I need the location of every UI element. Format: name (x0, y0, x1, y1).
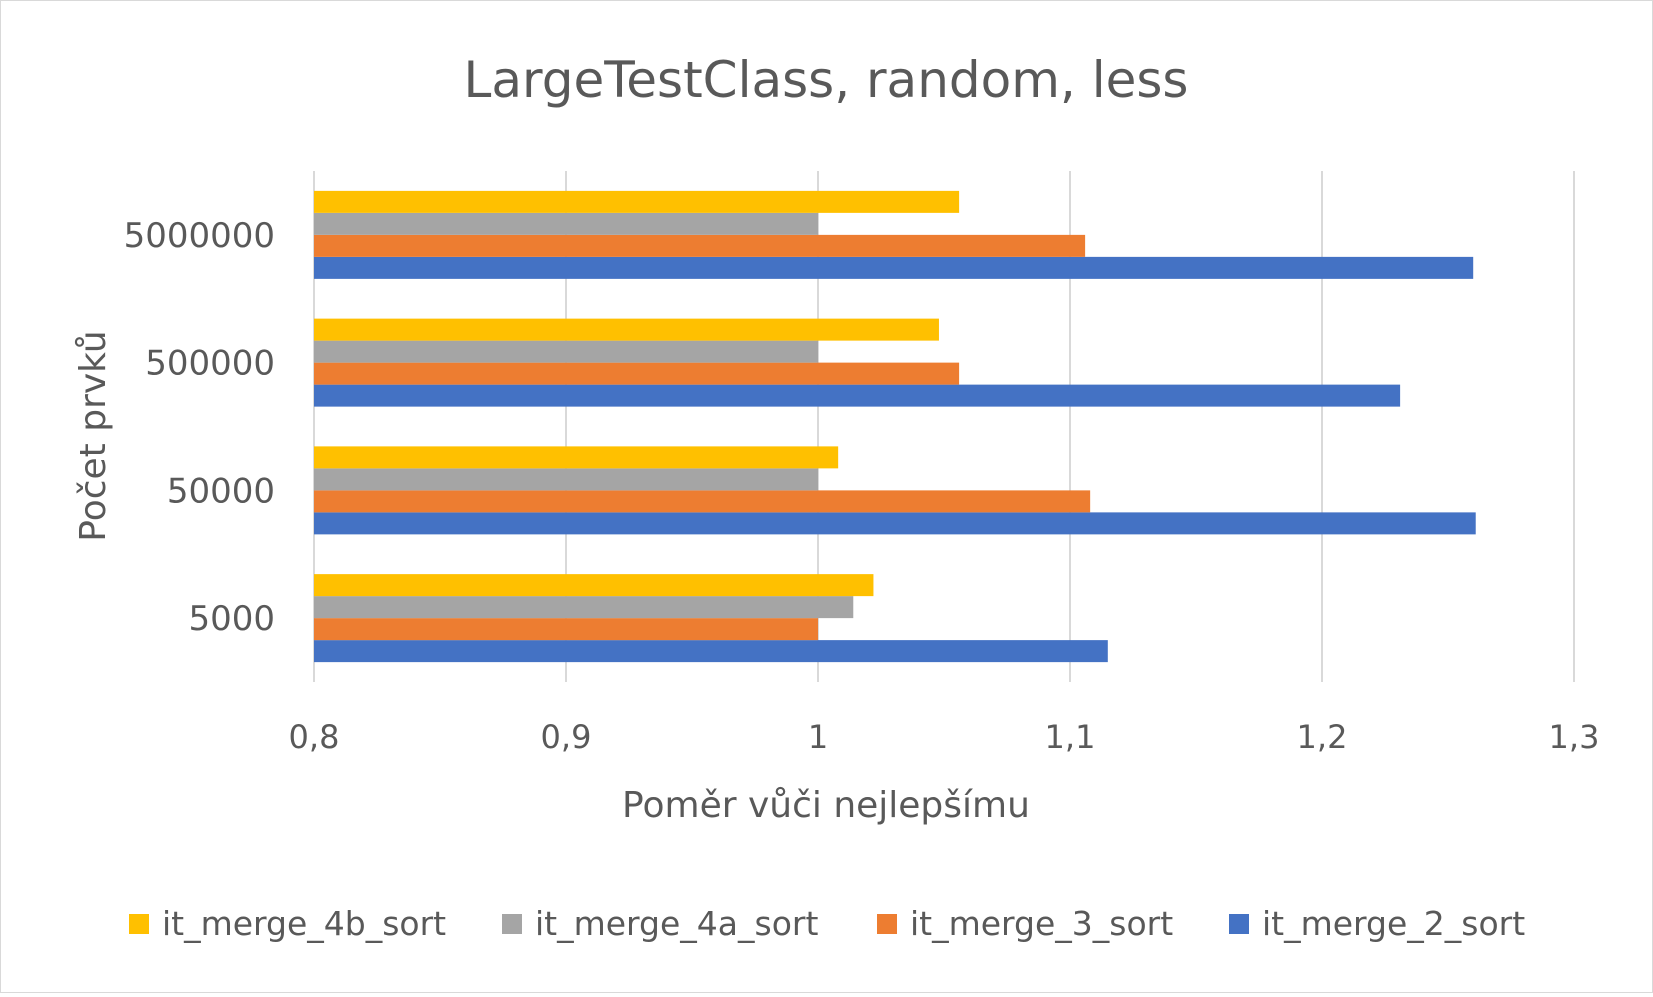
y-axis-label: Počet prvků (73, 330, 114, 541)
x-tick-label: 1 (808, 718, 828, 756)
bar (314, 468, 818, 491)
x-tick-label: 1,1 (1045, 718, 1096, 756)
legend-label: it_merge_2_sort (1262, 904, 1525, 943)
bar (314, 256, 1474, 279)
bar (314, 490, 1091, 513)
x-tick-label: 1,3 (1549, 718, 1600, 756)
bar (314, 212, 818, 235)
bar (314, 318, 939, 341)
bar (314, 596, 854, 619)
x-axis-ticks: 0,8 0,9 1 1,1 1,2 1,3 (289, 718, 1600, 756)
y-tick-label: 5000 (188, 599, 275, 639)
legend: it_merge_4b_sort it_merge_4a_sort it_merge… (129, 904, 1525, 943)
chart-title: LargeTestClass, random, less (464, 51, 1189, 109)
bar (314, 574, 874, 597)
y-tick-label: 50000 (167, 471, 275, 511)
bar (314, 190, 960, 213)
bar (314, 618, 818, 641)
legend-label: it_merge_4b_sort (162, 904, 446, 943)
bar (314, 640, 1108, 663)
bar (314, 384, 1401, 407)
bar (314, 340, 818, 363)
y-tick-label: 500000 (145, 344, 275, 384)
legend-swatch (877, 914, 897, 934)
y-axis-ticks: 5000 50000 500000 5000000 (124, 216, 275, 639)
x-tick-label: 1,2 (1297, 718, 1348, 756)
legend-swatch (1229, 914, 1249, 934)
x-tick-label: 0,9 (541, 718, 592, 756)
legend-label: it_merge_4a_sort (535, 904, 818, 943)
x-tick-label: 0,8 (289, 718, 340, 756)
bars (314, 190, 1476, 663)
bar (314, 234, 1086, 257)
y-tick-label: 5000000 (124, 216, 275, 256)
bar (314, 512, 1476, 535)
legend-swatch (502, 914, 522, 934)
bar (314, 446, 839, 469)
x-axis-label: Poměr vůči nejlepšímu (622, 785, 1030, 826)
legend-swatch (129, 914, 149, 934)
legend-label: it_merge_3_sort (910, 904, 1173, 943)
bar (314, 362, 960, 385)
